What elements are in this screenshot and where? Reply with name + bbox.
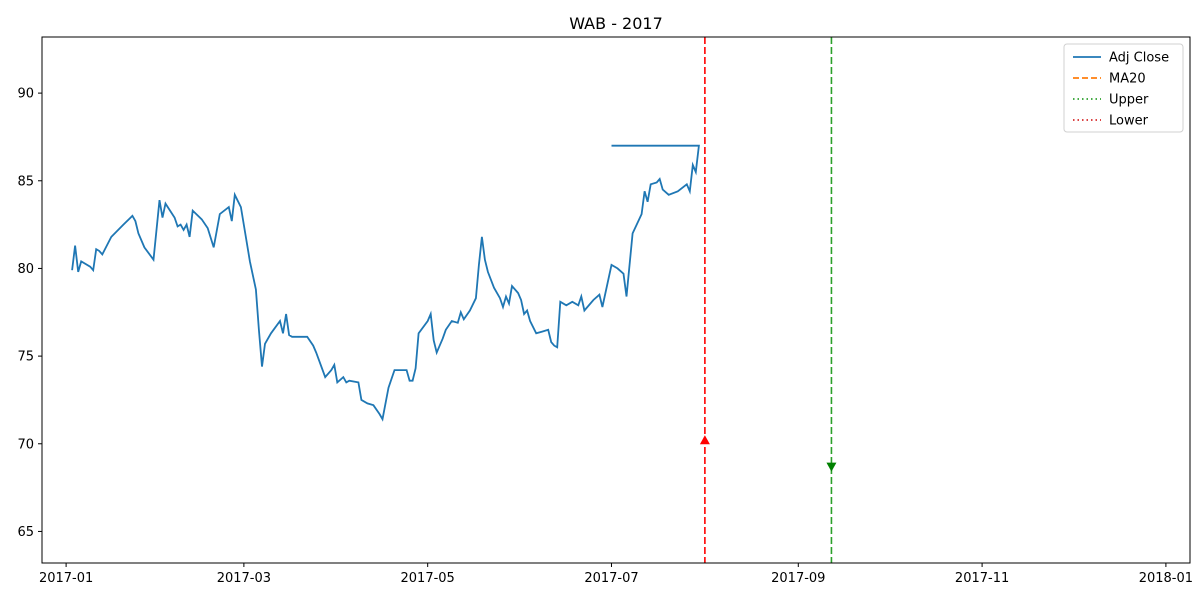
legend-label: Adj Close [1109, 51, 1169, 66]
y-tick-label: 70 [17, 437, 34, 452]
legend: Adj Close MA20 Upper Lower [1063, 43, 1184, 133]
axes-frame [41, 36, 1191, 564]
series-line-adj-close [71, 144, 700, 422]
y-tick-label: 85 [17, 174, 34, 189]
chart-title: WAB - 2017 [569, 14, 663, 33]
y-tick-label: 75 [17, 350, 34, 365]
x-tick-label: 2017-11 [955, 571, 1009, 586]
x-tick-label: 2017-01 [39, 571, 93, 586]
y-tick-label: 80 [17, 262, 34, 277]
marker-triangle-down [826, 462, 837, 472]
x-tick-label: 2017-07 [584, 571, 638, 586]
x-tick-label: 2017-05 [401, 571, 455, 586]
axes: 2017-01 2017-03 2017-05 2017-07 2017-09 2017-… [17, 36, 1193, 586]
x-tick-label: 2017-09 [771, 571, 825, 586]
y-tick-label: 90 [17, 87, 34, 102]
legend-label: Upper [1109, 93, 1149, 108]
legend-box [1063, 43, 1184, 133]
legend-label: MA20 [1109, 72, 1146, 87]
legend-label: Lower [1109, 114, 1149, 129]
x-tick-label: 2018-01 [1139, 571, 1193, 586]
plot-area [71, 37, 837, 563]
x-tick-label: 2017-03 [217, 571, 271, 586]
y-tick-label: 65 [17, 525, 34, 540]
marker-triangle-up [699, 435, 710, 445]
